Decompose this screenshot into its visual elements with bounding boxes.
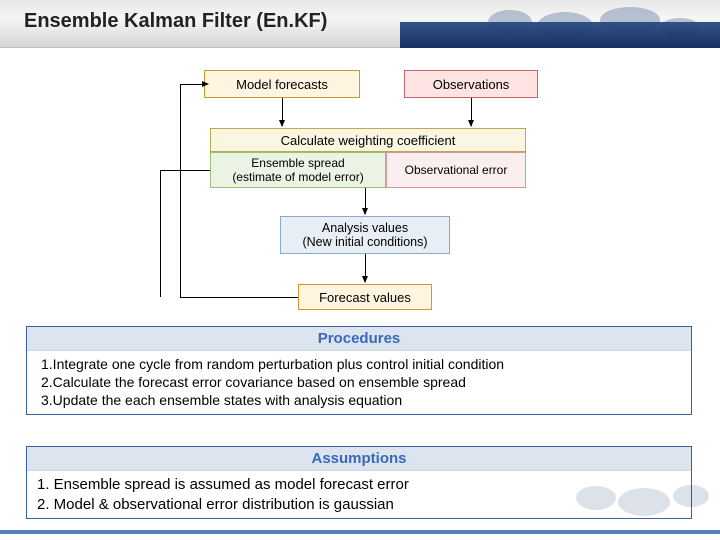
node-line2: (estimate of model error) <box>232 170 363 184</box>
arrow-obs-to-calc <box>471 98 472 126</box>
node-label: Forecast values <box>319 290 411 305</box>
procedures-item: 3.Update the each ensemble states with a… <box>37 391 681 409</box>
procedures-item: 1.Integrate one cycle from random pertur… <box>37 355 681 373</box>
node-label: Observational error <box>405 163 508 177</box>
arrow-calc-to-analysis <box>365 188 366 214</box>
node-label: Calculate weighting coefficient <box>281 133 456 148</box>
node-forecast-values: Forecast values <box>298 284 432 310</box>
feedback-arrowhead-icon <box>202 81 209 87</box>
node-line2: (New initial conditions) <box>302 235 427 249</box>
arrow-analysis-to-forecast <box>365 254 366 282</box>
node-label: Observations <box>433 77 510 92</box>
footer-world-map-icon <box>566 470 716 530</box>
procedures-body: 1.Integrate one cycle from random pertur… <box>27 351 691 414</box>
node-label: Model forecasts <box>236 77 328 92</box>
node-observational-error: Observational error <box>386 152 526 188</box>
procedures-panel: Procedures 1.Integrate one cycle from ra… <box>26 326 692 415</box>
header-blue-band <box>400 22 720 48</box>
node-observations: Observations <box>404 70 538 98</box>
feedback-line <box>180 84 204 85</box>
feedback-line <box>180 84 181 297</box>
node-calc-weighting: Calculate weighting coefficient <box>210 128 526 152</box>
node-model-forecasts: Model forecasts <box>204 70 360 98</box>
node-ensemble-spread: Ensemble spread (estimate of model error… <box>210 152 386 188</box>
assumptions-title: Assumptions <box>27 447 691 471</box>
feedback-line <box>160 170 210 171</box>
arrow-mf-to-calc <box>282 98 283 126</box>
node-line1: Ensemble spread <box>251 156 344 170</box>
procedures-title: Procedures <box>27 327 691 351</box>
node-line1: Analysis values <box>322 221 408 235</box>
flowchart: Model forecasts Observations Calculate w… <box>0 56 720 336</box>
slide-header: Ensemble Kalman Filter (En.KF) <box>0 0 720 48</box>
page-title: Ensemble Kalman Filter (En.KF) <box>24 10 327 33</box>
feedback-line <box>180 297 298 298</box>
node-analysis-values: Analysis values (New initial conditions) <box>280 216 450 254</box>
feedback-line <box>160 170 161 297</box>
procedures-item: 2.Calculate the forecast error covarianc… <box>37 373 681 391</box>
footer-rule <box>0 530 720 534</box>
